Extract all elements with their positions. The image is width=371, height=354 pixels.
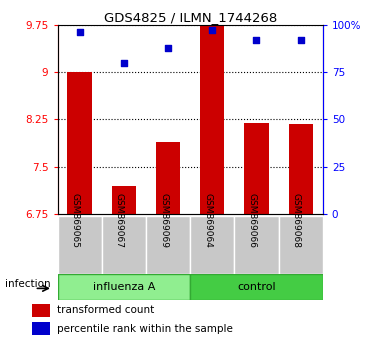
Bar (156, 142, 180, 214)
Text: influenza A: influenza A (93, 282, 155, 292)
Point (253, 37, 259, 43)
Bar (58, 216, 102, 274)
Text: GSM869069: GSM869069 (159, 193, 168, 248)
Bar (279, 216, 323, 274)
Point (209, 28, 215, 33)
Bar (32, 303, 50, 316)
Text: GSM869068: GSM869068 (292, 193, 301, 248)
Text: GSM869066: GSM869066 (247, 193, 256, 248)
Bar (190, 216, 234, 274)
Text: percentile rank within the sample: percentile rank within the sample (57, 324, 233, 334)
Bar (58, 274, 190, 300)
Bar (112, 186, 136, 214)
Bar (102, 216, 146, 274)
Text: infection: infection (4, 279, 50, 289)
Bar (234, 216, 279, 274)
Text: GSM869065: GSM869065 (70, 193, 80, 248)
Point (298, 37, 303, 43)
Text: control: control (237, 282, 276, 292)
Bar (200, 25, 224, 214)
Title: GDS4825 / ILMN_1744268: GDS4825 / ILMN_1744268 (104, 11, 277, 24)
Point (77, 29, 83, 35)
Text: GSM869067: GSM869067 (115, 193, 124, 248)
Point (165, 45, 171, 50)
Bar (289, 124, 313, 214)
Bar (32, 322, 50, 335)
Text: GSM869064: GSM869064 (203, 193, 212, 248)
Text: transformed count: transformed count (57, 305, 155, 315)
Bar (244, 122, 269, 214)
Bar (146, 216, 190, 274)
Bar (68, 72, 92, 214)
Point (121, 60, 127, 65)
Bar (190, 274, 323, 300)
